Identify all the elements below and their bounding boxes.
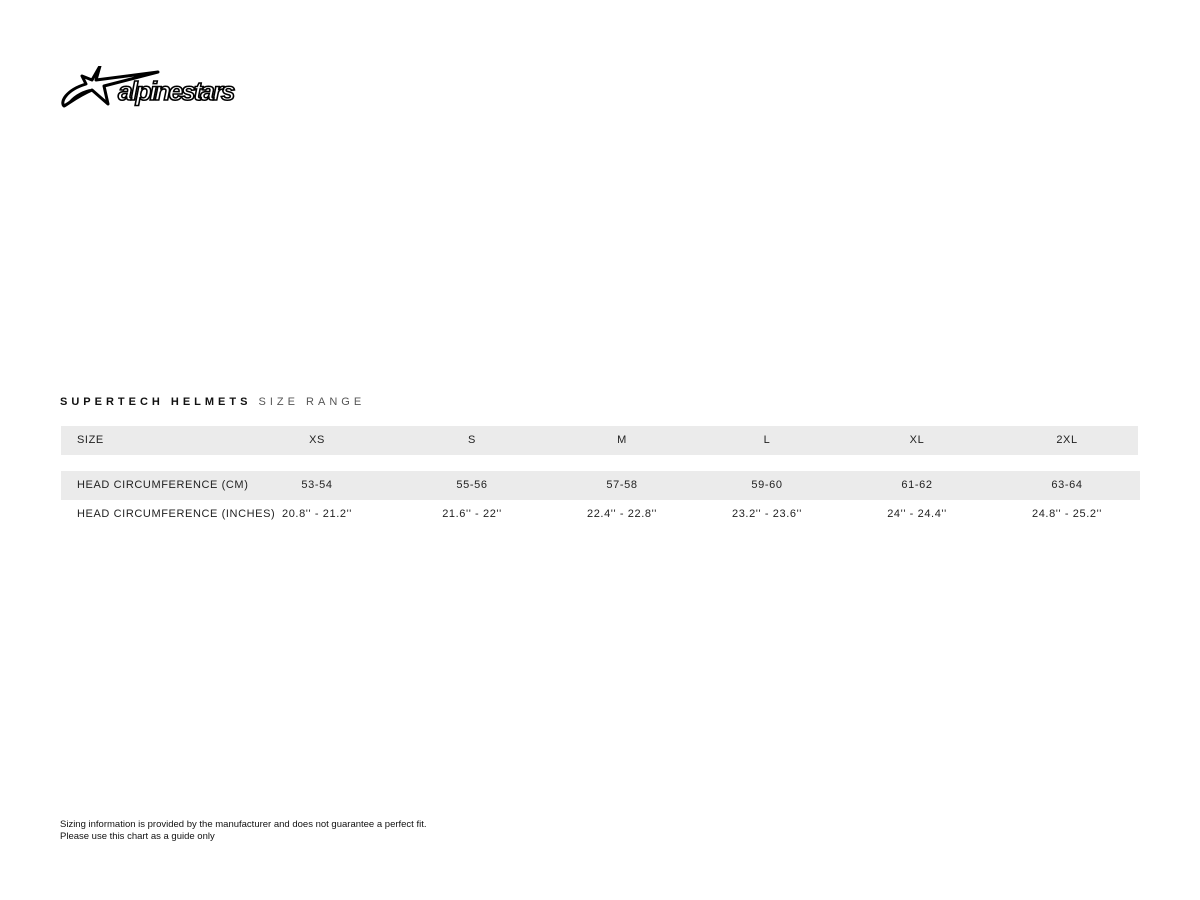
- table-cell: 22.4'' - 22.8'': [587, 508, 657, 520]
- table-cell: 20.8'' - 21.2'': [282, 508, 352, 520]
- size-header-row: SIZE XS S M L XL 2XL: [61, 426, 1138, 455]
- size-2xl: 2XL: [1056, 434, 1078, 446]
- size-l: L: [763, 434, 771, 446]
- table-cell: 53-54: [301, 479, 333, 491]
- table-row-cm: HEAD CIRCUMFERENCE (CM) 53-54 55-56 57-5…: [61, 471, 1140, 500]
- table-cell: 61-62: [901, 479, 933, 491]
- table-cell: 21.6'' - 22'': [442, 508, 502, 520]
- table-cell: 63-64: [1051, 479, 1083, 491]
- disclaimer-line-2: Please use this chart as a guide only: [60, 831, 215, 842]
- title-subtitle: SIZE RANGE: [258, 396, 366, 408]
- table-cell: 24'' - 24.4'': [887, 508, 947, 520]
- disclaimer-line-1: Sizing information is provided by the ma…: [60, 819, 427, 830]
- row-label: HEAD CIRCUMFERENCE (CM): [77, 479, 249, 491]
- logo-wordmark: alpinestars: [117, 75, 236, 107]
- size-xl: XL: [909, 434, 925, 446]
- size-m: M: [617, 434, 627, 446]
- table-row-inches: HEAD CIRCUMFERENCE (INCHES) 20.8'' - 21.…: [61, 500, 1138, 529]
- table-cell: 59-60: [751, 479, 783, 491]
- table-cell: 23.2'' - 23.6'': [732, 508, 802, 520]
- size-xs: XS: [309, 434, 325, 446]
- row-label: HEAD CIRCUMFERENCE (INCHES): [77, 508, 276, 520]
- disclaimer: Sizing information is provided by the ma…: [60, 819, 427, 843]
- table-cell: 55-56: [456, 479, 488, 491]
- header-label: SIZE: [77, 434, 104, 446]
- star-swoosh-logo-icon: [61, 66, 160, 108]
- chart-title: SUPERTECH HELMETS SIZE RANGE: [60, 396, 365, 408]
- table-cell: 57-58: [606, 479, 638, 491]
- title-product: SUPERTECH HELMETS: [60, 396, 252, 408]
- size-s: S: [468, 434, 476, 446]
- table-cell: 24.8'' - 25.2'': [1032, 508, 1102, 520]
